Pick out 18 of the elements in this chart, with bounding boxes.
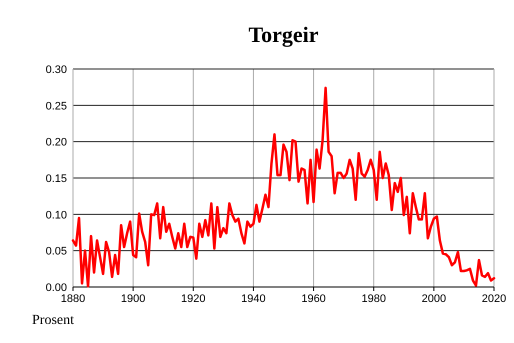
- y-tick-label: 0.10: [46, 209, 67, 222]
- x-tick-label: 1940: [241, 293, 266, 305]
- y-tick-label: 0.15: [46, 173, 67, 185]
- x-tick-label: 2020: [482, 293, 506, 305]
- y-tick-label: 0.05: [46, 246, 67, 258]
- y-tick-label: 0.30: [46, 64, 67, 76]
- chart-title: Torgeir: [248, 22, 319, 47]
- x-tick-label: 1980: [361, 293, 386, 305]
- y-axis-title: Prosent: [32, 313, 74, 328]
- y-tick-label: 0.20: [46, 136, 67, 149]
- x-tick-label: 2000: [422, 293, 446, 305]
- x-tick-label: 1960: [301, 293, 326, 305]
- x-tick-label: 1920: [181, 293, 206, 305]
- y-tick-label: 0.00: [46, 282, 67, 294]
- x-tick-label: 1880: [60, 293, 86, 305]
- line-series: [72, 86, 496, 288]
- x-tick-label: 1900: [120, 293, 146, 305]
- y-tick-label: 0.25: [46, 100, 67, 112]
